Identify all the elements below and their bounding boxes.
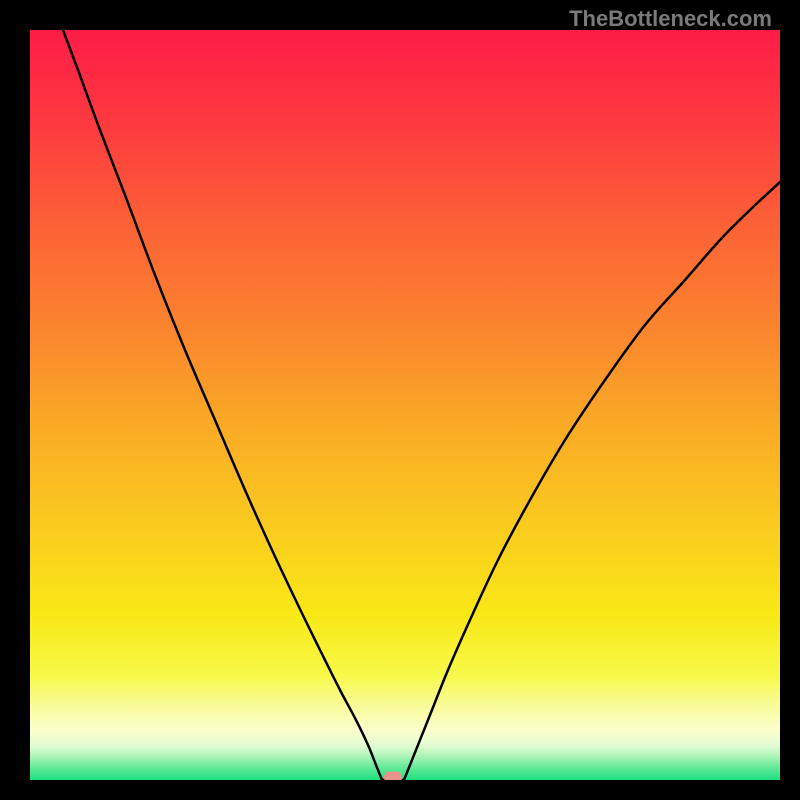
plot-background (30, 30, 780, 780)
watermark-text: TheBottleneck.com (569, 6, 772, 32)
